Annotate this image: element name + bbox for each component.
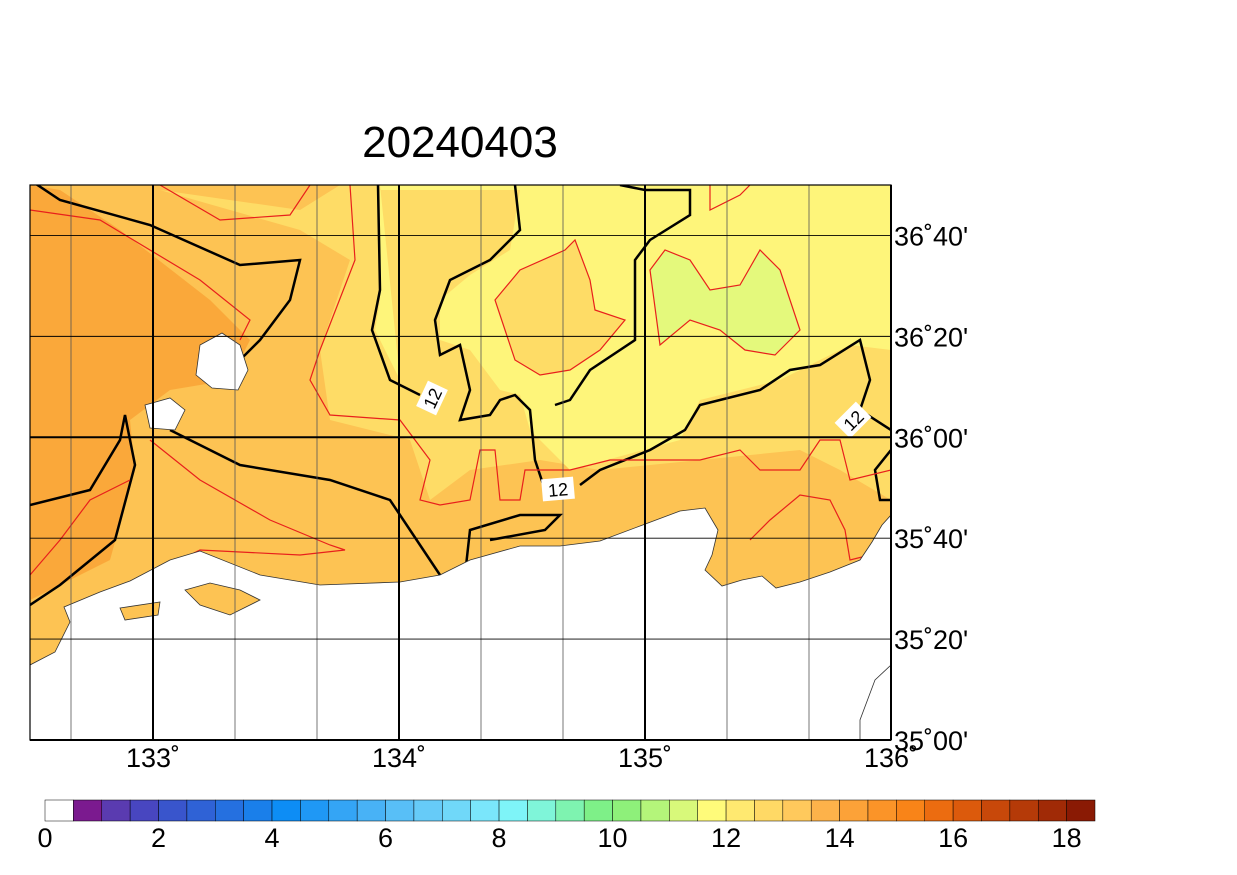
minor-grid — [70, 185, 810, 740]
colorbar-box — [44, 799, 74, 822]
colorbar-box — [1066, 799, 1096, 822]
colorbar-box — [356, 799, 386, 822]
x-tick-label: 134˚ — [372, 743, 426, 773]
y-tick-label: 35˚40' — [894, 524, 968, 554]
y-tick-label: 35˚20' — [894, 625, 968, 655]
sst-cool — [650, 250, 800, 355]
y-tick-label: 36˚20' — [894, 322, 968, 352]
colorbar-box — [555, 799, 585, 822]
colorbar-box — [498, 799, 528, 822]
title: 20240403 — [362, 118, 558, 167]
colorbar-box — [924, 799, 954, 822]
x-tick-label: 136˚ — [864, 743, 918, 773]
colorbar-box — [612, 799, 642, 822]
colorbar-box — [442, 799, 471, 822]
sst-warm — [30, 185, 250, 600]
colorbar-label: 18 — [1052, 823, 1082, 853]
x-tick-label: 133˚ — [126, 743, 180, 773]
colorbar-box — [725, 799, 755, 822]
colorbar-box — [669, 799, 698, 822]
colorbar-box — [896, 799, 925, 822]
island — [184, 582, 261, 616]
contour-label: 12 — [547, 479, 569, 501]
colorbar-box — [300, 799, 330, 822]
colorbar-label: 12 — [711, 823, 741, 853]
colorbar-box — [583, 799, 613, 822]
colorbar-label: 14 — [825, 823, 855, 853]
x-tick-label: 135˚ — [618, 743, 672, 773]
colorbar-box — [215, 799, 244, 822]
colorbar-box — [754, 799, 784, 822]
colorbar-box — [1037, 799, 1067, 822]
colorbar-box — [981, 799, 1011, 822]
colorbar-box — [158, 799, 188, 822]
colorbar-label: 4 — [265, 823, 280, 853]
field — [30, 185, 891, 740]
land — [30, 507, 891, 740]
colorbar-box — [186, 799, 216, 822]
colorbar-box — [470, 799, 500, 822]
colorbar-label: 8 — [492, 823, 507, 853]
colorbar-box — [527, 799, 557, 822]
colorbar-box — [782, 799, 812, 822]
colorbar-label: 2 — [151, 823, 166, 853]
colorbar-box — [810, 799, 840, 822]
colorbar-box — [952, 799, 982, 822]
colorbar-box — [243, 799, 273, 822]
colorbar-box — [839, 799, 869, 822]
colorbar-label: 10 — [598, 823, 628, 853]
island — [119, 601, 161, 621]
colorbar-label: 16 — [938, 823, 968, 853]
colorbar-box — [73, 799, 103, 822]
contour-labels: 12 12 12 — [416, 380, 872, 502]
y-tick-label: 35˚00' — [894, 726, 968, 756]
colorbar-box — [1009, 799, 1039, 822]
sst-patch — [495, 240, 625, 375]
colorbar-box — [640, 799, 670, 822]
colorbar-box — [101, 799, 131, 822]
colorbar-label: 0 — [37, 823, 52, 853]
colorbar-box — [697, 799, 727, 822]
colorbar-box — [129, 799, 159, 822]
colorbar-box — [385, 799, 415, 822]
y-tick-label: 36˚00' — [894, 423, 968, 453]
colorbar-box — [413, 799, 443, 822]
colorbar-box — [867, 799, 897, 822]
colorbar-box — [328, 799, 358, 822]
colorbar-label: 6 — [378, 823, 393, 853]
y-tick-label: 36˚40' — [894, 221, 968, 251]
island — [144, 397, 186, 431]
colorbar-box — [271, 799, 301, 822]
